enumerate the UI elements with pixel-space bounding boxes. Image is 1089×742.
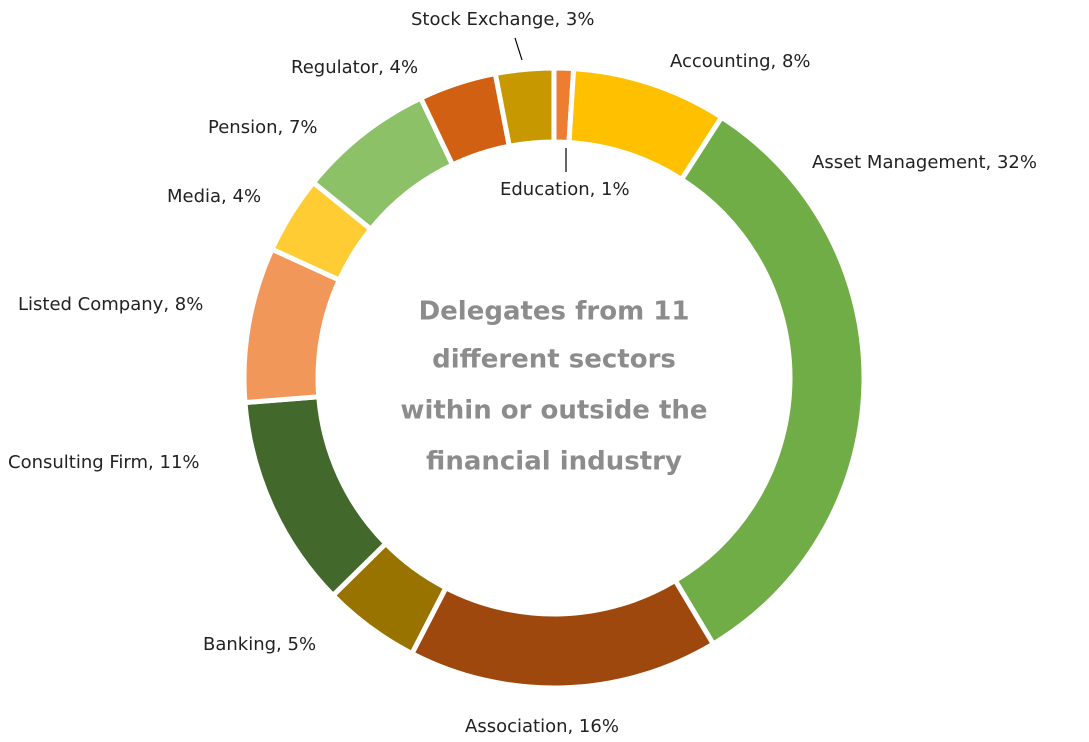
data-label: Pension, 7% [208,117,318,138]
slice [671,113,867,648]
center-text: different sectors [432,345,676,375]
center-text: within or outside the [400,396,707,426]
data-label: Banking, 5% [203,634,316,655]
data-label: Consulting Firm, 11% [8,452,200,473]
data-label: Association, 16% [465,716,619,737]
data-label: Education, 1% [500,179,630,200]
data-label: Listed Company, 8% [18,294,203,315]
slice [492,65,557,150]
donut [241,65,867,691]
data-label: Stock Exchange, 3% [411,9,595,30]
center-text: financial industry [426,447,682,477]
center-text: Delegates from 11 [419,297,690,327]
data-label: Media, 4% [167,186,261,207]
data-label: Accounting, 8% [670,51,811,72]
data-label: Regulator, 4% [291,57,418,78]
leader-line [514,37,523,61]
data-label: Asset Management, 32% [812,152,1037,173]
slice [408,577,717,691]
slice [242,394,390,599]
